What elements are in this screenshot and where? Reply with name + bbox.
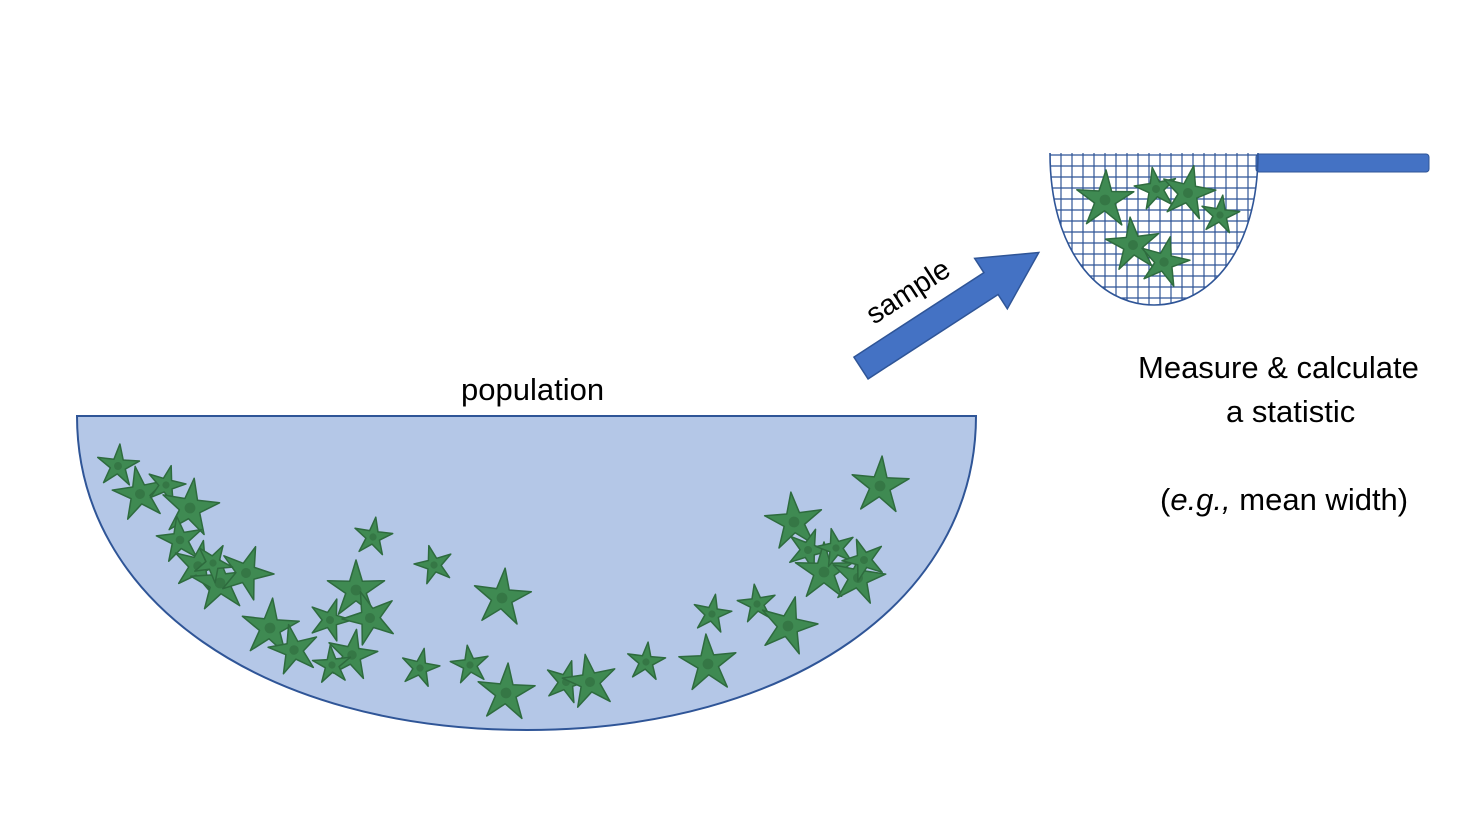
starfish-icon xyxy=(1104,216,1160,270)
sample-arrow xyxy=(852,251,1041,380)
starfish-icon xyxy=(561,653,616,708)
starfish-icon xyxy=(311,644,352,683)
starfish-icon xyxy=(794,541,854,598)
net-handle xyxy=(1255,153,1430,173)
starfish-icon xyxy=(841,538,883,582)
starfish-icon xyxy=(326,559,386,616)
right-up-arrow-icon xyxy=(852,251,1041,380)
starfish-icon xyxy=(473,567,533,625)
example-open-paren: ( xyxy=(1160,482,1171,517)
starfish-icon xyxy=(815,527,854,568)
starfish-icon xyxy=(155,515,203,562)
starfish-icon xyxy=(761,596,819,655)
starfish-icon xyxy=(148,464,187,505)
starfish-icon xyxy=(626,641,667,681)
starfish-icon xyxy=(693,593,733,633)
population-label: population xyxy=(461,372,605,407)
starfish-icon xyxy=(241,597,300,655)
starfish-icon xyxy=(97,443,141,486)
starfish-icon xyxy=(193,544,234,584)
starfish-icon xyxy=(449,644,489,684)
starfish-icon xyxy=(1201,194,1241,234)
starfish-icon xyxy=(678,633,737,691)
starfish-icon xyxy=(401,647,441,688)
starfish-icon xyxy=(1133,166,1177,210)
starfish-icon xyxy=(1141,236,1191,287)
population-starfish-group xyxy=(97,443,910,720)
measure-label-line2: a statistic xyxy=(1226,394,1356,429)
starfish-icon xyxy=(851,455,910,513)
starfish-icon xyxy=(477,662,536,720)
sample-starfish-group xyxy=(1076,164,1241,287)
starfish-icon xyxy=(413,544,452,585)
example-label: (e.g., mean width) xyxy=(1160,482,1408,518)
starfish-icon xyxy=(1076,169,1135,226)
starfish-icon xyxy=(1163,164,1217,220)
starfish-icon xyxy=(267,623,318,675)
starfish-icon xyxy=(222,545,275,601)
example-rest: mean width) xyxy=(1230,482,1409,517)
starfish-icon xyxy=(763,491,823,549)
measure-label-line1: Measure & calculate xyxy=(1138,350,1419,385)
starfish-icon xyxy=(354,516,394,556)
starfish-icon xyxy=(341,590,394,646)
example-italic: e.g., xyxy=(1170,482,1231,517)
